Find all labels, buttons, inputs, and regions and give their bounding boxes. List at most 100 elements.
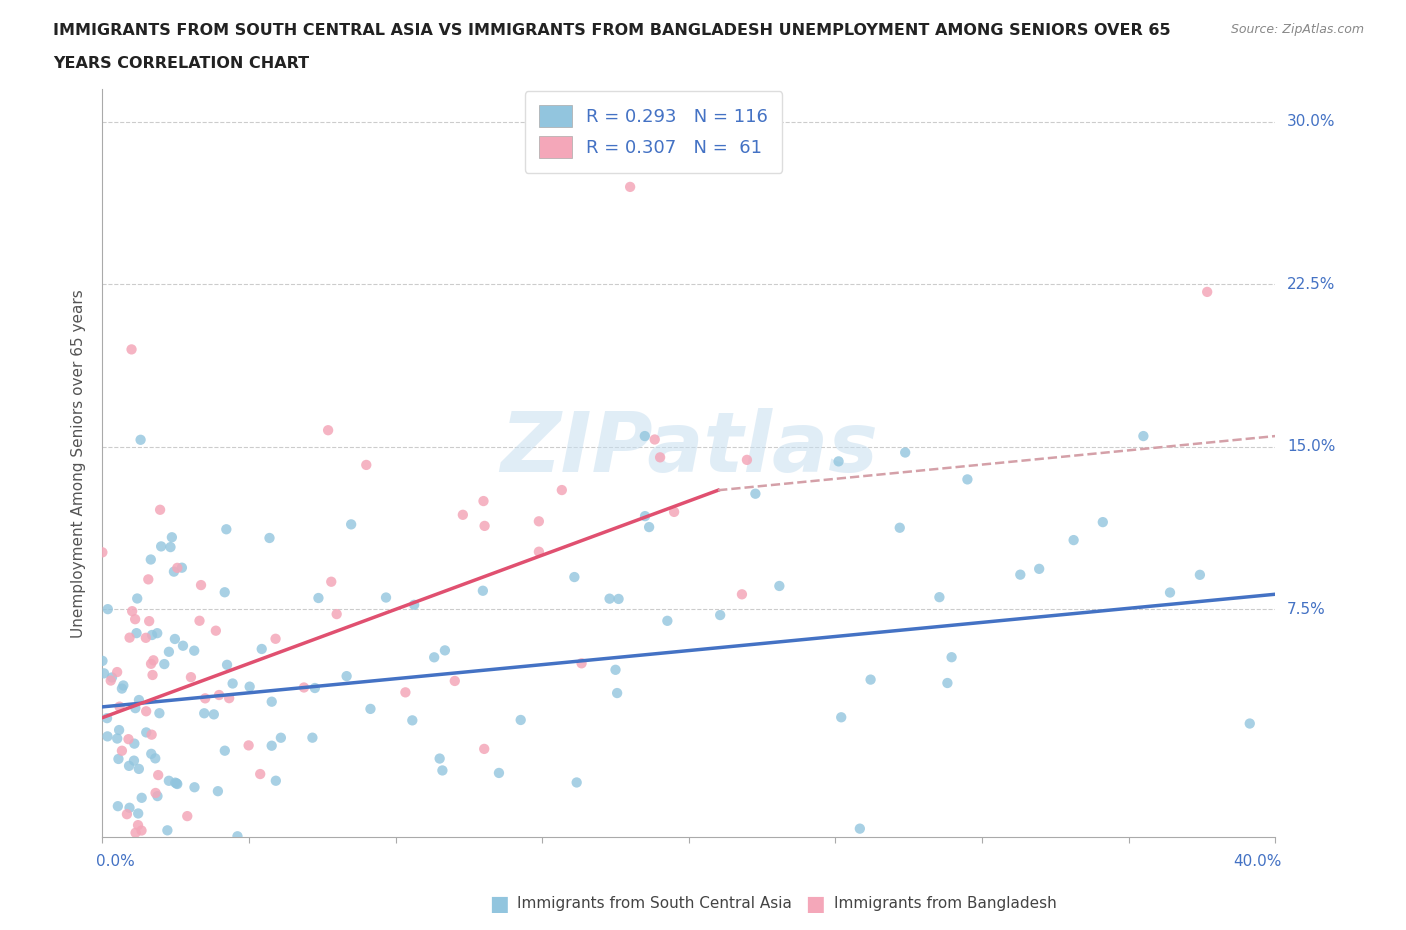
Point: [221, 676, 243, 691]
Point: [139, 657, 162, 671]
Point: [657, 614, 679, 629]
Point: [105, 665, 128, 680]
Point: [565, 775, 588, 790]
Point: [93, 666, 115, 681]
Point: [214, 585, 236, 600]
Point: [928, 590, 950, 604]
Point: [120, 863, 142, 878]
Point: [138, 614, 160, 629]
Text: ■: ■: [806, 894, 825, 914]
Point: [127, 817, 149, 832]
Point: [207, 784, 229, 799]
Point: [117, 732, 139, 747]
Point: [149, 502, 172, 517]
Text: YEARS CORRELATION CHART: YEARS CORRELATION CHART: [53, 56, 309, 71]
Point: [215, 522, 238, 537]
Point: [107, 799, 129, 814]
Point: [135, 704, 157, 719]
Point: [135, 631, 157, 645]
Point: [176, 809, 198, 824]
Point: [249, 766, 271, 781]
Point: [340, 517, 363, 532]
Point: [304, 681, 326, 696]
Point: [432, 763, 454, 777]
Point: [1159, 585, 1181, 600]
Point: [208, 687, 231, 702]
Point: [599, 885, 621, 900]
Point: [193, 706, 215, 721]
Point: [471, 583, 494, 598]
Point: [96, 729, 118, 744]
Point: [172, 638, 194, 653]
Point: [146, 626, 169, 641]
Point: [141, 628, 163, 643]
Point: [429, 751, 451, 766]
Point: [527, 544, 550, 559]
Point: [849, 821, 872, 836]
Point: [148, 767, 170, 782]
Point: [124, 825, 146, 840]
Point: [472, 741, 495, 756]
Point: [115, 806, 138, 821]
Point: [100, 673, 122, 688]
Point: [125, 626, 148, 641]
Point: [709, 607, 731, 622]
Point: [218, 691, 240, 706]
Text: 22.5%: 22.5%: [1286, 277, 1336, 292]
Point: [108, 699, 131, 714]
Point: [159, 539, 181, 554]
Point: [619, 179, 641, 194]
Point: [889, 520, 911, 535]
Point: [644, 432, 666, 447]
Point: [190, 578, 212, 592]
Point: [956, 472, 979, 486]
Text: 40.0%: 40.0%: [1233, 855, 1281, 870]
Point: [1132, 429, 1154, 444]
Point: [127, 591, 149, 606]
Point: [260, 695, 283, 710]
Point: [292, 680, 315, 695]
Point: [183, 644, 205, 658]
Text: ZIPatlas: ZIPatlas: [501, 407, 877, 488]
Point: [218, 862, 240, 877]
Point: [1239, 716, 1261, 731]
Point: [606, 685, 628, 700]
Y-axis label: Unemployment Among Seniors over 65 years: Unemployment Among Seniors over 65 years: [72, 289, 86, 638]
Point: [128, 693, 150, 708]
Point: [270, 730, 292, 745]
Point: [316, 423, 339, 438]
Text: ■: ■: [489, 894, 509, 914]
Point: [1188, 567, 1211, 582]
Point: [1010, 567, 1032, 582]
Point: [124, 737, 146, 751]
Point: [141, 668, 163, 683]
Text: Source: ZipAtlas.com: Source: ZipAtlas.com: [1230, 23, 1364, 36]
Point: [107, 751, 129, 766]
Point: [264, 774, 287, 789]
Point: [129, 432, 152, 447]
Point: [735, 452, 758, 467]
Point: [484, 899, 506, 914]
Point: [97, 602, 120, 617]
Point: [356, 458, 378, 472]
Text: 30.0%: 30.0%: [1286, 114, 1336, 129]
Point: [214, 743, 236, 758]
Point: [404, 597, 426, 612]
Point: [472, 494, 495, 509]
Point: [634, 509, 657, 524]
Point: [91, 545, 114, 560]
Point: [401, 713, 423, 728]
Point: [94, 896, 117, 910]
Point: [768, 578, 790, 593]
Point: [509, 712, 531, 727]
Point: [142, 653, 165, 668]
Point: [451, 508, 474, 523]
Point: [226, 829, 249, 844]
Point: [359, 701, 381, 716]
Point: [605, 662, 627, 677]
Point: [145, 786, 167, 801]
Point: [101, 670, 124, 684]
Point: [157, 774, 180, 789]
Point: [91, 654, 114, 669]
Point: [1028, 562, 1050, 577]
